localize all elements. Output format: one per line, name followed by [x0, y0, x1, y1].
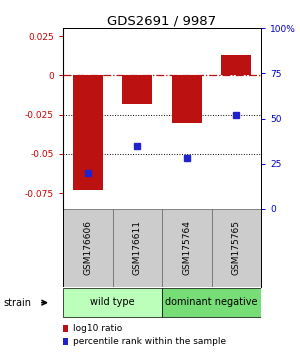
- Text: strain: strain: [3, 298, 31, 308]
- Bar: [162, 289, 261, 317]
- Bar: [172, 75, 202, 122]
- Bar: [162, 209, 211, 287]
- Text: GSM175764: GSM175764: [182, 220, 191, 275]
- Bar: [221, 55, 251, 75]
- Text: log10 ratio: log10 ratio: [73, 324, 122, 333]
- Bar: [112, 209, 162, 287]
- Text: GSM176606: GSM176606: [83, 220, 92, 275]
- Text: dominant negative: dominant negative: [165, 297, 258, 307]
- Bar: [63, 209, 112, 287]
- Bar: [122, 75, 152, 104]
- Text: percentile rank within the sample: percentile rank within the sample: [73, 337, 226, 346]
- Title: GDS2691 / 9987: GDS2691 / 9987: [107, 14, 217, 27]
- Text: GSM176611: GSM176611: [133, 220, 142, 275]
- Bar: [212, 209, 261, 287]
- Bar: [73, 75, 103, 190]
- Bar: [63, 289, 162, 317]
- Text: GSM175765: GSM175765: [232, 220, 241, 275]
- Text: wild type: wild type: [90, 297, 135, 307]
